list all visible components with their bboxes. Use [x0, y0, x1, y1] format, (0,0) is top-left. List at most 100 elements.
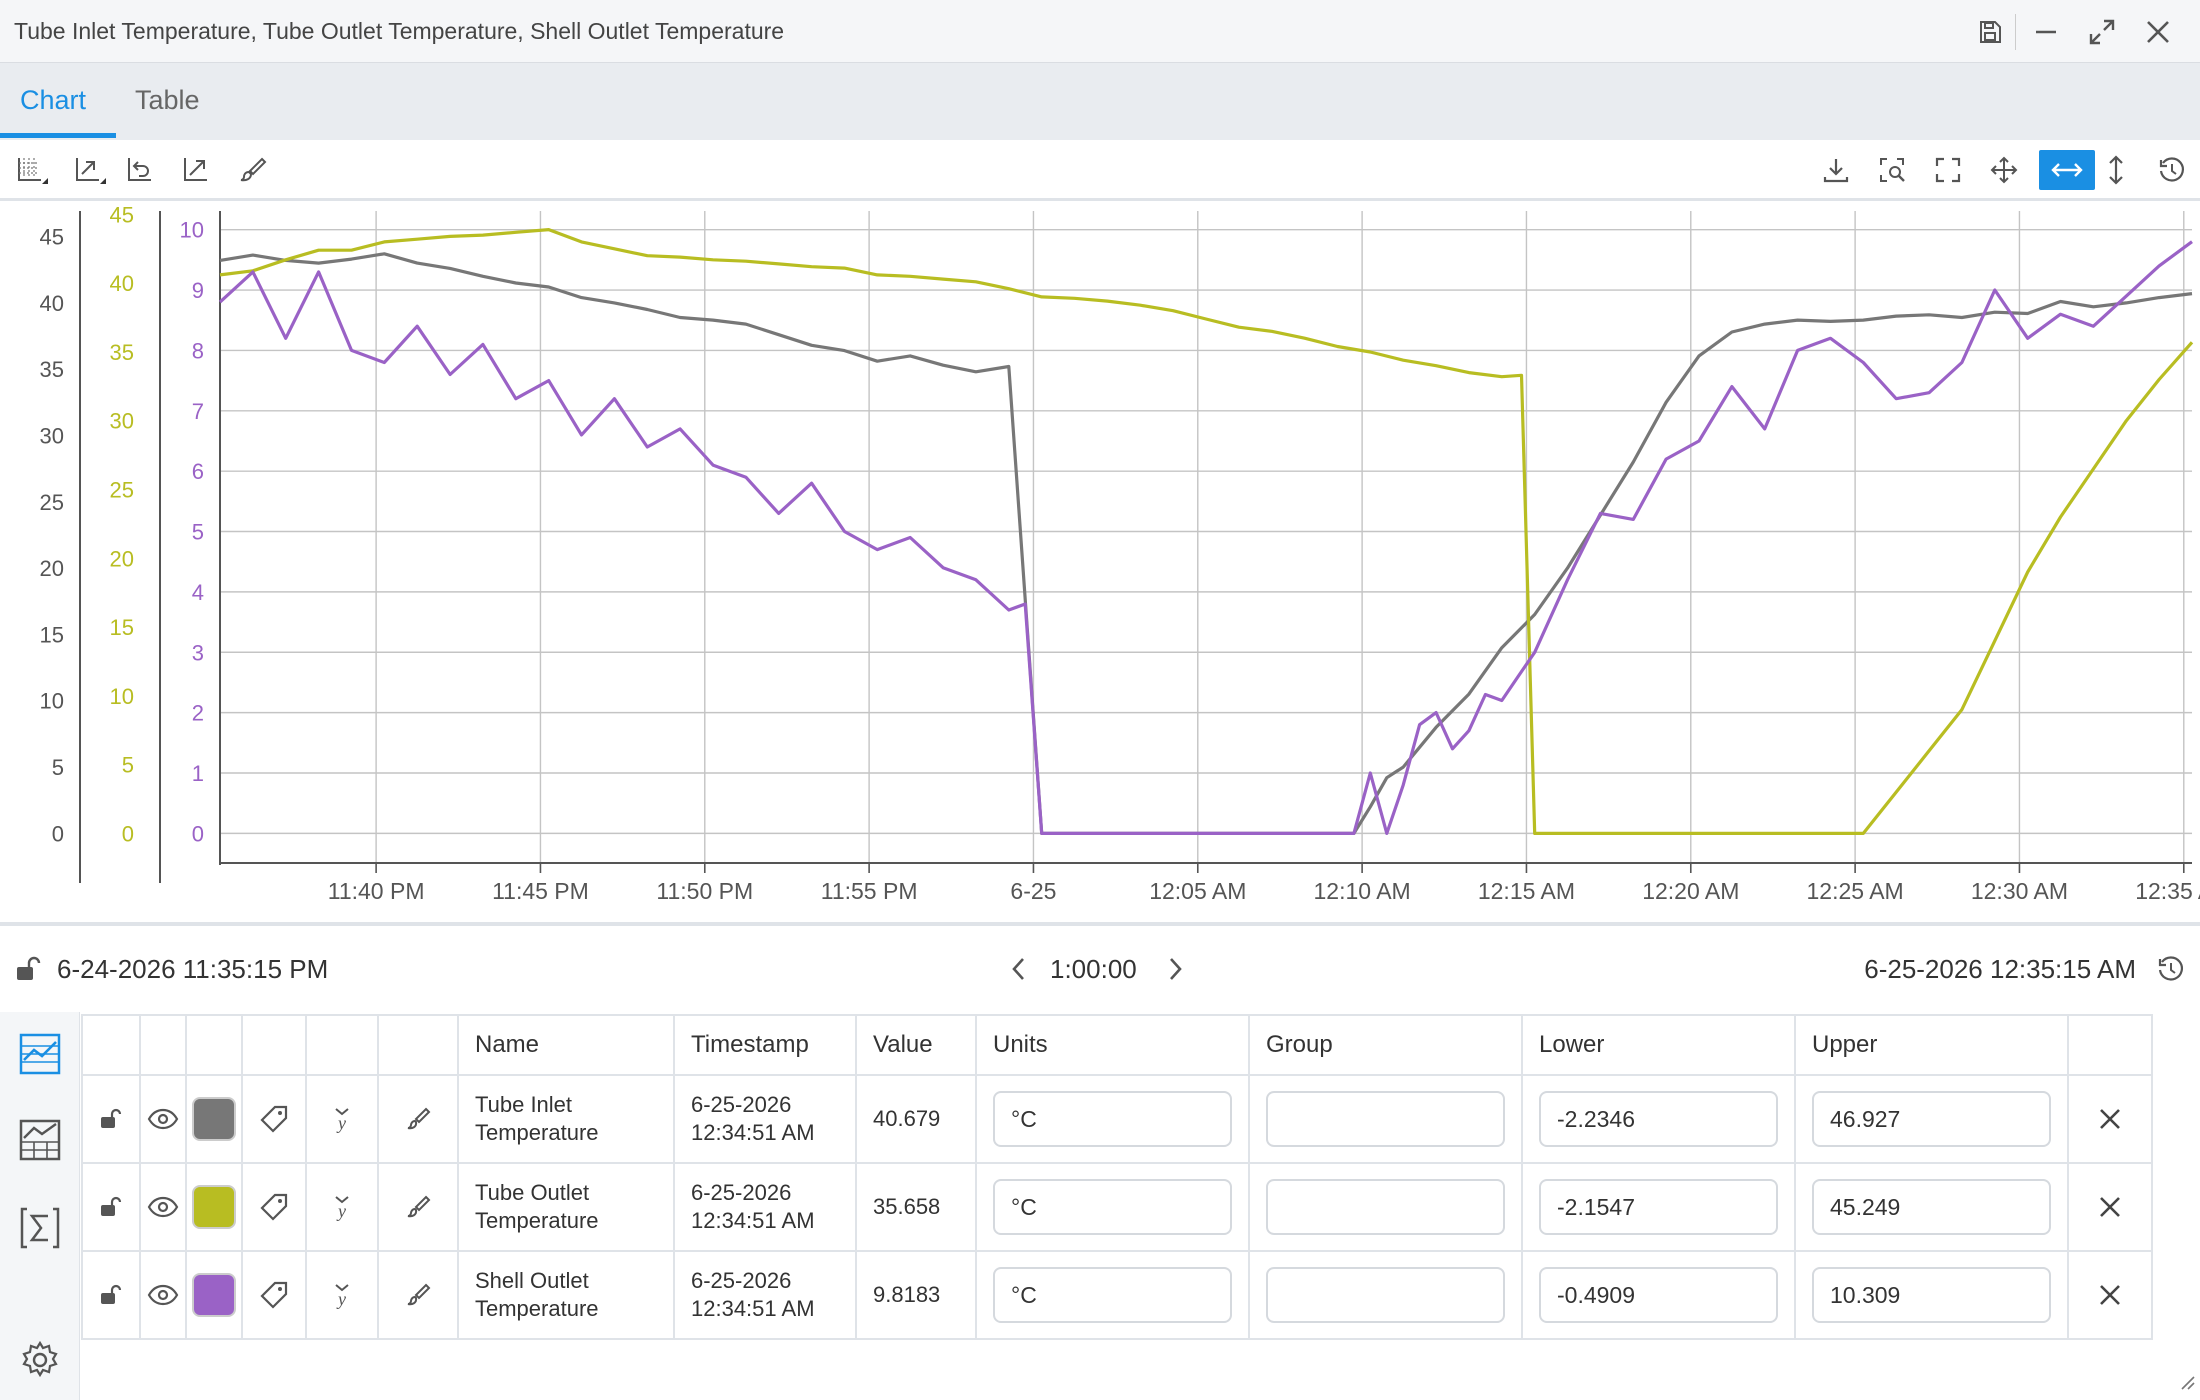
pen-axis-cell[interactable]: y	[305, 1250, 379, 1340]
y-axis-icon[interactable]: y	[307, 1281, 377, 1309]
tag-icon[interactable]	[243, 1280, 305, 1310]
paintbrush-icon[interactable]	[379, 1106, 457, 1132]
pens-view-icon[interactable]	[14, 1028, 66, 1080]
pen-tag-cell[interactable]	[241, 1250, 307, 1340]
remove-pen-icon[interactable]	[2069, 1107, 2151, 1131]
horizontal-scale-icon[interactable]	[2039, 150, 2095, 190]
fullscreen-icon[interactable]	[1927, 150, 1969, 190]
header-lower[interactable]: Lower	[1521, 1014, 1796, 1076]
pen-row[interactable]: y Shell Outlet Temperature 6-25-2026 12:34:5…	[81, 1250, 2153, 1340]
tab-chart[interactable]: Chart	[20, 85, 87, 115]
live-mode-icon[interactable]	[2156, 954, 2186, 984]
pen-color-cell[interactable]	[185, 1250, 243, 1340]
pen-style-cell[interactable]	[377, 1074, 459, 1164]
pen-axis-cell[interactable]: y	[305, 1074, 379, 1164]
upper-limit-input[interactable]: 46.927	[1812, 1091, 2051, 1147]
range-lock-icon[interactable]	[12, 954, 42, 984]
pen-style-cell[interactable]	[377, 1162, 459, 1252]
pen-color-cell[interactable]	[185, 1162, 243, 1252]
tag-icon[interactable]	[243, 1192, 305, 1222]
settings-gear-icon[interactable]	[14, 1334, 66, 1386]
eye-icon[interactable]	[141, 1195, 185, 1219]
header-timestamp[interactable]: Timestamp	[673, 1014, 857, 1076]
zoom-box-icon[interactable]	[1871, 150, 1913, 190]
range-start-time[interactable]: 6-24-2026 11:35:15 PM	[57, 954, 329, 984]
maximize-icon[interactable]	[2082, 12, 2122, 52]
lower-limit-input[interactable]: -2.2346	[1539, 1091, 1778, 1147]
undo-zoom-icon[interactable]	[120, 150, 162, 190]
pen-visibility-cell[interactable]	[139, 1074, 187, 1164]
units-input[interactable]: °C	[993, 1267, 1232, 1323]
pen-remove-cell[interactable]	[2067, 1074, 2153, 1164]
lock-icon[interactable]	[83, 1106, 139, 1132]
header-name[interactable]: Name	[457, 1014, 675, 1076]
eye-icon[interactable]	[141, 1107, 185, 1131]
pen-lock-cell[interactable]	[81, 1162, 141, 1252]
eye-icon[interactable]	[141, 1283, 185, 1307]
group-input[interactable]	[1266, 1179, 1505, 1235]
auto-scale-icon[interactable]	[176, 150, 218, 190]
pen-color-swatch[interactable]	[192, 1273, 236, 1317]
pen-row[interactable]: y Tube Inlet Temperature 6-25-2026 12:34:51 …	[81, 1074, 2153, 1164]
pen-row[interactable]: y Tube Outlet Temperature 6-25-2026 12:34:51…	[81, 1162, 2153, 1252]
vertical-scale-icon[interactable]	[2095, 150, 2137, 190]
tab-table[interactable]: Table	[135, 85, 200, 115]
header-value[interactable]: Value	[855, 1014, 977, 1076]
upper-limit-input[interactable]: 10.309	[1812, 1267, 2051, 1323]
upper-limit-input[interactable]: 45.249	[1812, 1179, 2051, 1235]
table-view-icon[interactable]	[14, 1114, 66, 1166]
tag-icon[interactable]	[243, 1104, 305, 1134]
series-line-tube-inlet-temperature[interactable]	[219, 252, 2193, 836]
header-group[interactable]: Group	[1248, 1014, 1523, 1076]
series-line-tube-outlet-temperature[interactable]	[219, 228, 2194, 836]
resize-handle-icon[interactable]	[2178, 1373, 2196, 1396]
trend-chart-svg[interactable]: 11:40 PM 11:45 PM 11:50 PM 11:55 PM 6-25 12:0…	[0, 202, 2200, 925]
pen-visibility-cell[interactable]	[139, 1250, 187, 1340]
pen-remove-cell[interactable]	[2067, 1250, 2153, 1340]
header-upper[interactable]: Upper	[1794, 1014, 2069, 1076]
series-line-shell-outlet-temperature[interactable]	[218, 240, 2193, 836]
paintbrush-icon[interactable]	[379, 1194, 457, 1220]
lock-icon[interactable]	[83, 1282, 139, 1308]
remove-pen-icon[interactable]	[2069, 1283, 2151, 1307]
pen-visibility-cell[interactable]	[139, 1162, 187, 1252]
units-input[interactable]: °C	[993, 1179, 1232, 1235]
lock-icon[interactable]	[83, 1194, 139, 1220]
pen-color-swatch[interactable]	[192, 1097, 236, 1141]
pen-tag-cell[interactable]	[241, 1074, 307, 1164]
zoom-menu-icon[interactable]	[70, 150, 112, 190]
lower-limit-input[interactable]: -2.1547	[1539, 1179, 1778, 1235]
pen-tag-cell[interactable]	[241, 1162, 307, 1252]
pen-color-cell[interactable]	[185, 1074, 243, 1164]
paintbrush-icon[interactable]	[232, 150, 274, 190]
remove-pen-icon[interactable]	[2069, 1195, 2151, 1219]
pen-color-swatch[interactable]	[192, 1185, 236, 1229]
units-input[interactable]: °C	[993, 1091, 1232, 1147]
paintbrush-icon[interactable]	[379, 1282, 457, 1308]
header-units[interactable]: Units	[975, 1014, 1250, 1076]
history-icon[interactable]	[2151, 150, 2193, 190]
pen-remove-cell[interactable]	[2067, 1162, 2153, 1252]
save-icon[interactable]	[1970, 12, 2010, 52]
range-duration[interactable]: 1:00:00	[1050, 954, 1137, 984]
group-input[interactable]	[1266, 1091, 1505, 1147]
close-icon[interactable]	[2138, 12, 2178, 52]
y-axis-icon[interactable]: y	[307, 1193, 377, 1221]
lower-limit-input[interactable]: -0.4909	[1539, 1267, 1778, 1323]
pen-lock-cell[interactable]	[81, 1250, 141, 1340]
range-end-time[interactable]: 6-25-2026 12:35:15 AM	[1864, 954, 2136, 984]
pen-style-cell[interactable]	[377, 1250, 459, 1340]
pan-icon[interactable]	[1983, 150, 2025, 190]
pen-axis-cell[interactable]: y	[305, 1162, 379, 1252]
y-axis-icon[interactable]: y	[307, 1105, 377, 1133]
chevron-right-icon[interactable]	[1160, 954, 1190, 984]
chart-divider[interactable]	[0, 922, 2200, 926]
pen-lock-cell[interactable]	[81, 1074, 141, 1164]
download-icon[interactable]	[1815, 150, 1857, 190]
group-input[interactable]	[1266, 1267, 1505, 1323]
trend-chart[interactable]: 11:40 PM 11:45 PM 11:50 PM 11:55 PM 6-25 12:0…	[0, 202, 2200, 925]
chevron-left-icon[interactable]	[1004, 954, 1034, 984]
minimize-icon[interactable]	[2026, 12, 2066, 52]
statistics-icon[interactable]	[14, 1202, 66, 1254]
grid-menu-icon[interactable]	[12, 150, 54, 190]
